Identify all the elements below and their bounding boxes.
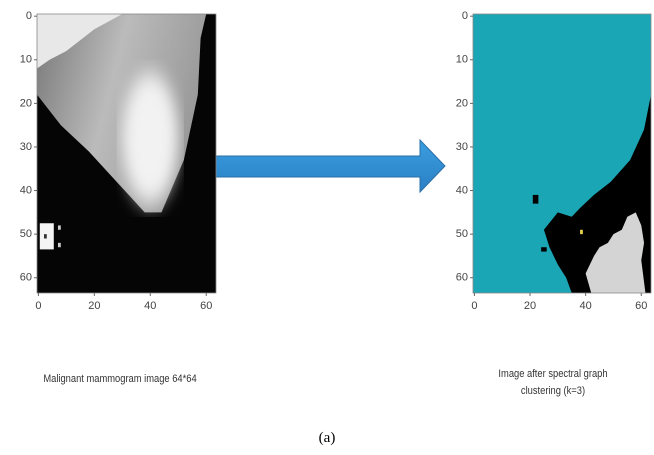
caption: Image after spectral graph clustering (k… — [489, 366, 617, 400]
figure-label: (a) — [300, 430, 354, 447]
y-tick-label: 10 — [20, 54, 32, 66]
y-tick-label: 30 — [456, 141, 468, 153]
caption: Malignant mammogram image 64*64 — [18, 371, 222, 388]
y-tick-label: 50 — [20, 228, 32, 240]
x-tick-label: 20 — [524, 300, 536, 312]
y-tick-label: 40 — [20, 184, 32, 196]
y-tick-label: 0 — [26, 10, 32, 22]
clustered-image — [473, 14, 651, 293]
y-tick-label: 20 — [456, 97, 468, 109]
x-tick-label: 60 — [635, 300, 647, 312]
y-tick-label: 20 — [20, 97, 32, 109]
arrow — [216, 140, 445, 192]
y-tick-label: 10 — [456, 54, 468, 66]
x-tick-label: 60 — [200, 300, 212, 312]
y-tick-label: 30 — [20, 141, 32, 153]
x-tick-label: 0 — [35, 300, 41, 312]
y-tick-label: 60 — [20, 272, 32, 284]
x-tick-label: 0 — [471, 300, 477, 312]
x-tick-label: 40 — [580, 300, 592, 312]
y-tick-label: 60 — [456, 272, 468, 284]
y-tick-label: 50 — [456, 228, 468, 240]
x-tick-label: 40 — [144, 300, 156, 312]
y-tick-label: 0 — [462, 10, 468, 22]
y-tick-label: 40 — [456, 184, 468, 196]
x-tick-label: 20 — [88, 300, 100, 312]
page: {"figure": { "panels": [ {"caption": "Ma… — [0, 0, 654, 455]
mammogram-image — [37, 14, 216, 293]
